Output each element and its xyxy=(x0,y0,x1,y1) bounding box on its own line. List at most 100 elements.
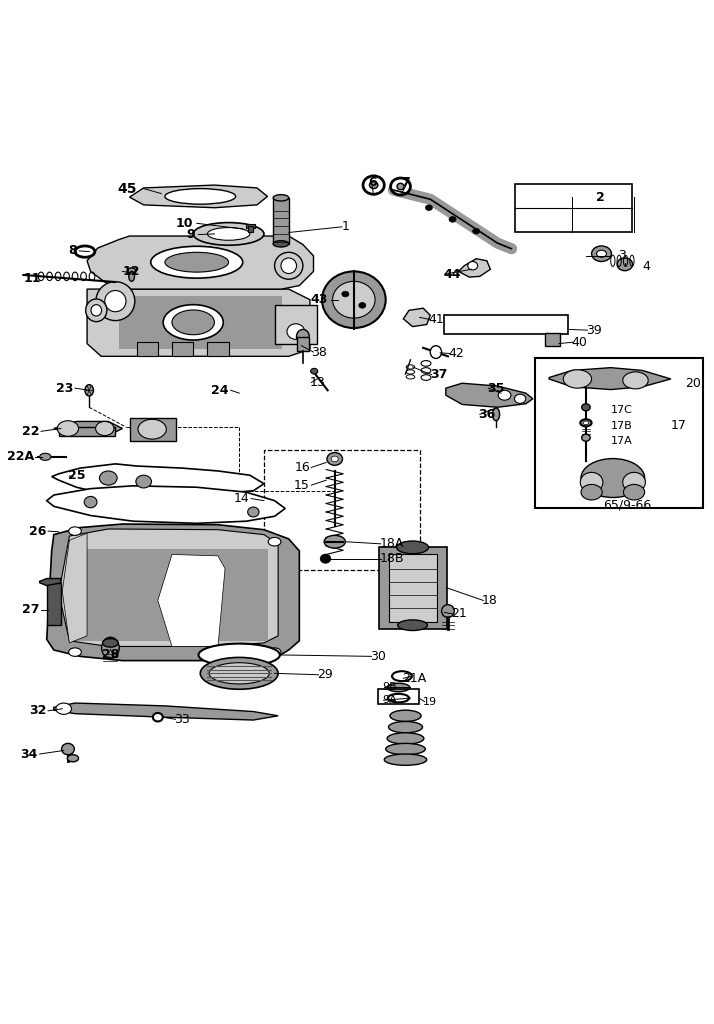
Text: 29: 29 xyxy=(317,669,333,681)
Text: 10: 10 xyxy=(176,217,193,229)
Ellipse shape xyxy=(103,639,119,647)
Text: 43: 43 xyxy=(311,293,328,306)
Text: 39: 39 xyxy=(586,324,602,337)
Ellipse shape xyxy=(597,250,606,257)
Text: 24: 24 xyxy=(211,384,228,396)
Ellipse shape xyxy=(388,694,409,702)
Polygon shape xyxy=(403,308,431,327)
Ellipse shape xyxy=(387,733,424,744)
Polygon shape xyxy=(62,534,87,643)
Text: 32: 32 xyxy=(29,705,46,718)
Ellipse shape xyxy=(498,390,511,400)
Text: 20: 20 xyxy=(685,377,701,390)
Text: 14: 14 xyxy=(234,493,250,505)
Text: 15: 15 xyxy=(294,478,310,492)
Ellipse shape xyxy=(40,454,51,461)
Bar xyxy=(207,342,228,356)
Ellipse shape xyxy=(397,541,428,554)
Bar xyxy=(275,305,317,344)
Bar xyxy=(296,337,309,350)
Text: 22A: 22A xyxy=(7,451,34,463)
Ellipse shape xyxy=(592,246,611,261)
Text: 42: 42 xyxy=(448,347,463,360)
Bar xyxy=(379,548,446,629)
Ellipse shape xyxy=(623,472,645,493)
Text: 38: 38 xyxy=(311,345,327,358)
Ellipse shape xyxy=(391,178,411,195)
Ellipse shape xyxy=(209,663,269,684)
Ellipse shape xyxy=(311,369,318,374)
Text: 6: 6 xyxy=(368,176,376,189)
Bar xyxy=(246,224,255,228)
Ellipse shape xyxy=(426,205,433,211)
Text: 23: 23 xyxy=(56,382,73,394)
Text: 36: 36 xyxy=(478,408,496,421)
Ellipse shape xyxy=(387,683,410,692)
Ellipse shape xyxy=(151,247,243,279)
Ellipse shape xyxy=(582,403,590,411)
Ellipse shape xyxy=(198,644,280,667)
Text: 1: 1 xyxy=(342,220,350,233)
Bar xyxy=(172,342,193,356)
Text: 8: 8 xyxy=(68,245,76,257)
Ellipse shape xyxy=(468,261,478,270)
Bar xyxy=(516,183,632,231)
Ellipse shape xyxy=(473,228,480,233)
Ellipse shape xyxy=(75,246,95,257)
Ellipse shape xyxy=(449,216,456,222)
Bar xyxy=(264,450,420,570)
Ellipse shape xyxy=(273,195,288,201)
Ellipse shape xyxy=(580,419,592,426)
Ellipse shape xyxy=(287,324,305,339)
Ellipse shape xyxy=(201,657,278,689)
Ellipse shape xyxy=(321,554,331,563)
Text: 21A: 21A xyxy=(402,672,426,685)
Ellipse shape xyxy=(273,241,288,247)
Polygon shape xyxy=(129,185,268,208)
Polygon shape xyxy=(54,422,122,435)
Bar xyxy=(73,549,268,641)
Ellipse shape xyxy=(296,330,309,344)
Text: 11: 11 xyxy=(24,272,41,285)
Ellipse shape xyxy=(580,472,603,493)
Text: 40: 40 xyxy=(572,336,588,348)
Text: 30: 30 xyxy=(370,650,386,663)
Polygon shape xyxy=(51,464,264,497)
Text: 28: 28 xyxy=(101,648,119,662)
Ellipse shape xyxy=(327,453,343,465)
Text: 27: 27 xyxy=(22,603,40,616)
Text: 37: 37 xyxy=(431,369,448,381)
Ellipse shape xyxy=(163,305,223,340)
Ellipse shape xyxy=(105,291,126,311)
Ellipse shape xyxy=(101,637,119,658)
Ellipse shape xyxy=(331,456,338,462)
Ellipse shape xyxy=(165,188,236,204)
Ellipse shape xyxy=(384,754,427,765)
Bar xyxy=(136,342,158,356)
Ellipse shape xyxy=(96,282,135,321)
Ellipse shape xyxy=(165,252,228,272)
Bar xyxy=(248,226,253,231)
Ellipse shape xyxy=(96,422,114,435)
Ellipse shape xyxy=(61,743,74,755)
Ellipse shape xyxy=(390,710,421,722)
Text: 12: 12 xyxy=(122,265,140,278)
Ellipse shape xyxy=(86,299,107,322)
Ellipse shape xyxy=(441,605,454,617)
Text: 18: 18 xyxy=(482,594,498,607)
Bar xyxy=(535,358,703,509)
Ellipse shape xyxy=(581,459,645,498)
Ellipse shape xyxy=(84,497,97,508)
Ellipse shape xyxy=(386,743,426,755)
Text: 65/9-66: 65/9-66 xyxy=(603,499,651,511)
Ellipse shape xyxy=(342,291,349,297)
Text: 26: 26 xyxy=(29,524,46,538)
Bar xyxy=(119,296,281,349)
Polygon shape xyxy=(54,703,278,720)
Text: 44: 44 xyxy=(443,267,461,281)
Ellipse shape xyxy=(333,282,375,318)
Ellipse shape xyxy=(67,755,79,762)
Ellipse shape xyxy=(623,484,645,500)
Polygon shape xyxy=(87,289,310,356)
Ellipse shape xyxy=(153,713,163,722)
